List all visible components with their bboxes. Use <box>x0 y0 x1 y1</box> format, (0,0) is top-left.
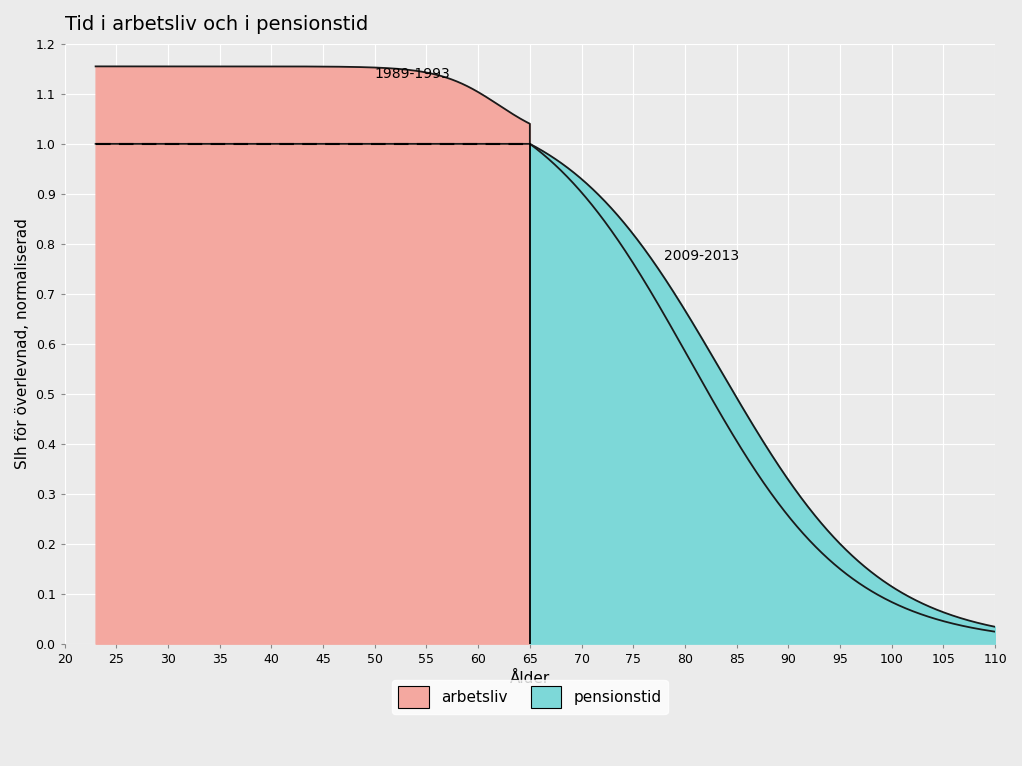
Text: Tid i arbetsliv och i pensionstid: Tid i arbetsliv och i pensionstid <box>64 15 368 34</box>
Legend: arbetsliv, pensionstid: arbetsliv, pensionstid <box>392 680 667 714</box>
X-axis label: Ålder: Ålder <box>510 671 550 686</box>
Text: 1989-1993: 1989-1993 <box>375 67 451 81</box>
Text: 2009-2013: 2009-2013 <box>664 249 739 264</box>
Y-axis label: Slh för överlevnad, normaliserad: Slh för överlevnad, normaliserad <box>15 218 30 470</box>
